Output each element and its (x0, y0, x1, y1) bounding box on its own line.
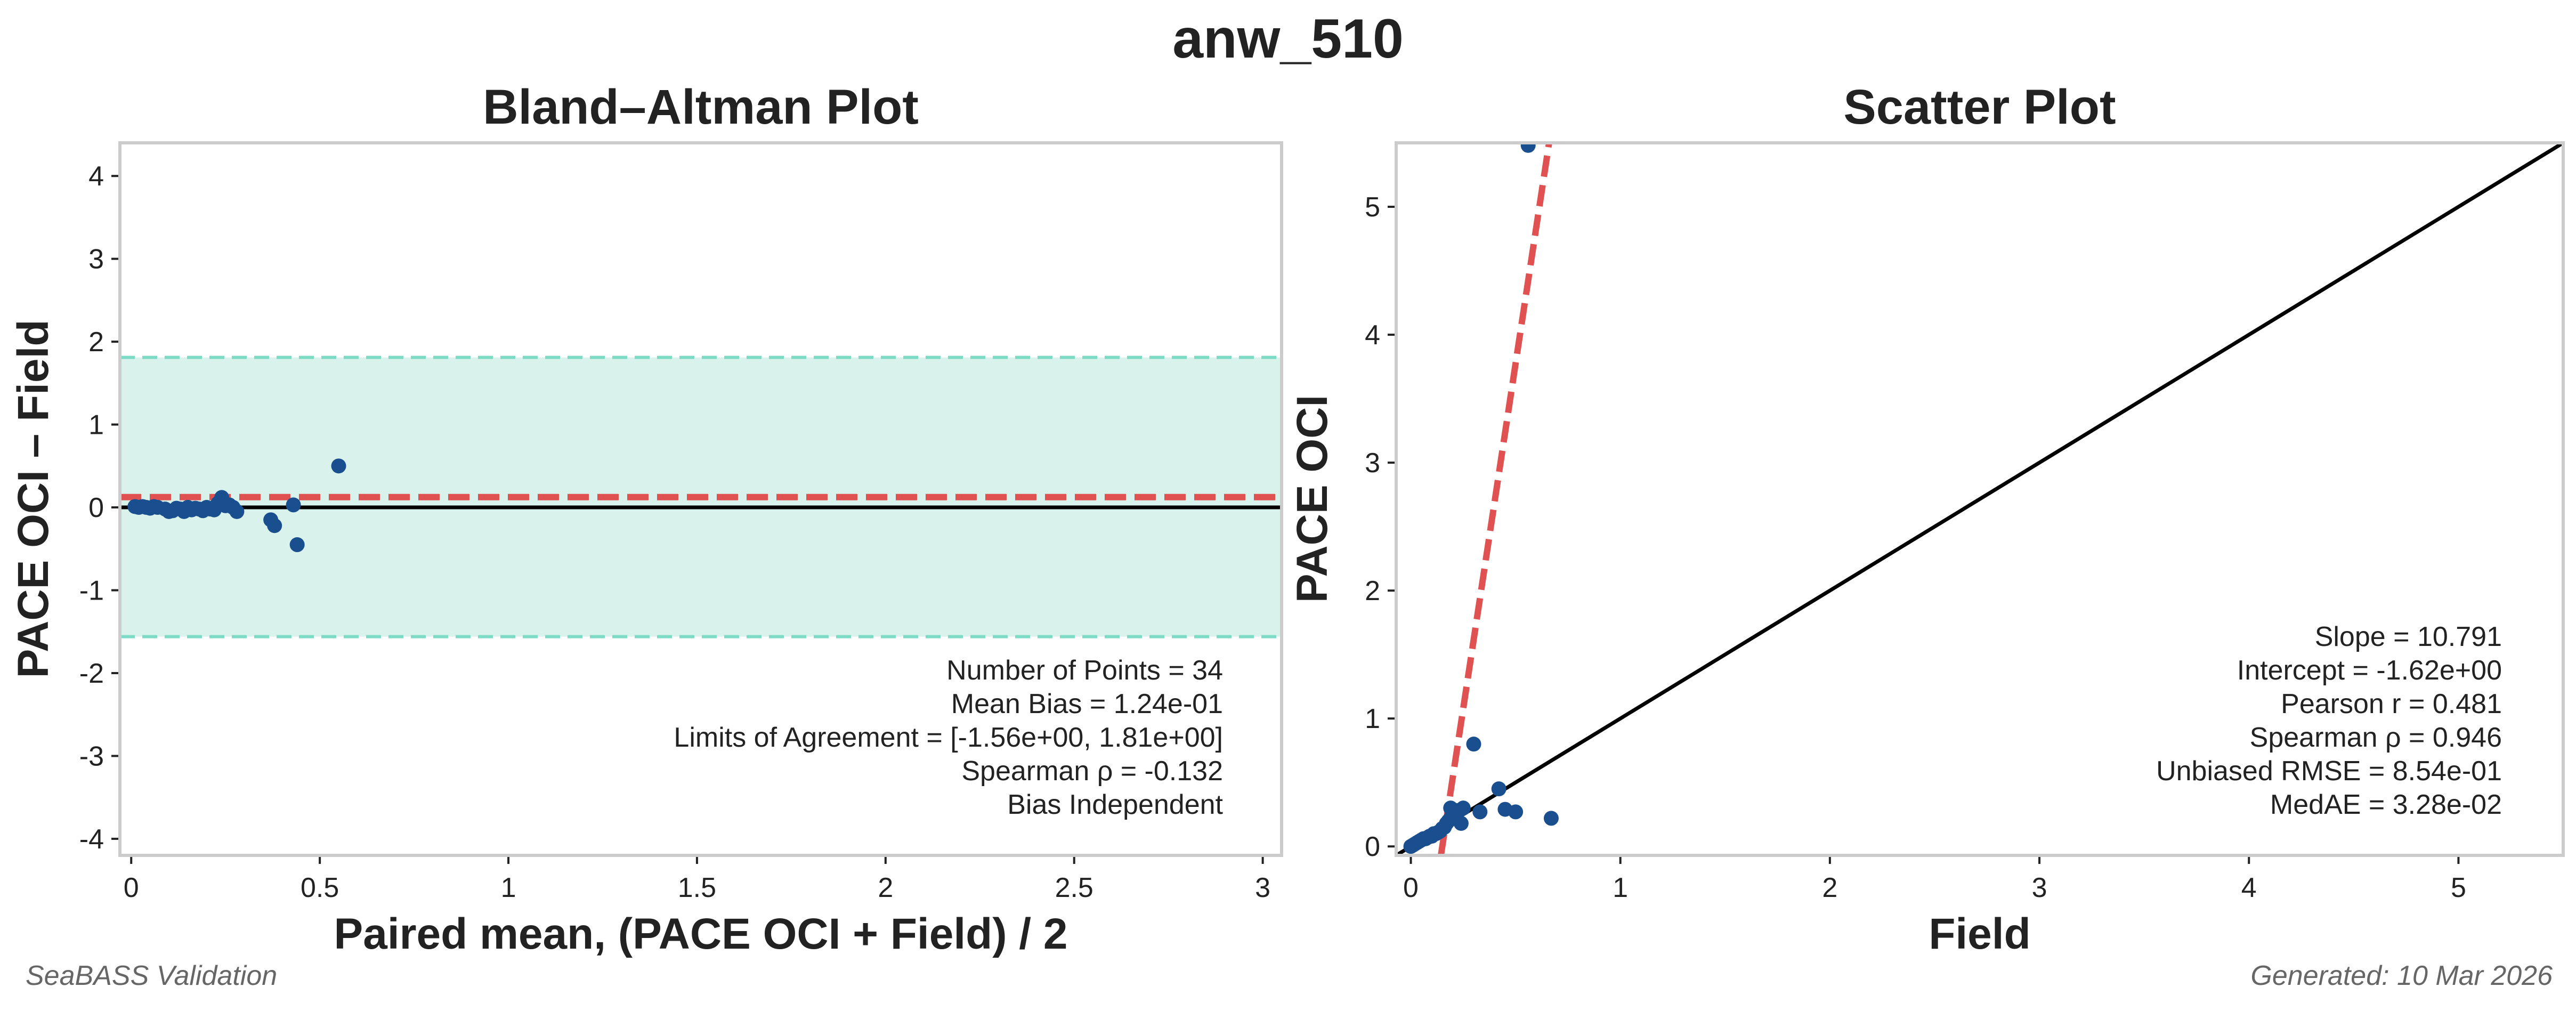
scatter-stat-line: MedAE = 3.28e-02 (2270, 789, 2502, 820)
scatter-point (1508, 804, 1524, 820)
bland-altman-y-tick-label: 2 (88, 327, 104, 358)
scatter-x-tick-label: 5 (2451, 872, 2466, 903)
bland-altman-y-tick-label: 3 (88, 244, 104, 275)
scatter-y-tick-label: 5 (1365, 192, 1380, 223)
scatter-point (1543, 811, 1559, 826)
bland-altman-point (286, 497, 301, 513)
scatter-y-label: PACE OCI (1288, 395, 1336, 603)
scatter-stat-line: Pearson r = 0.481 (2281, 689, 2502, 719)
scatter-point (1455, 800, 1471, 816)
bland-altman-stat-line: Number of Points = 34 (946, 655, 1223, 686)
scatter-x-tick-label: 0 (1403, 872, 1419, 903)
bland-altman-point (146, 499, 161, 514)
scatter-x-tick-label: 2 (1822, 872, 1837, 903)
bland-altman-y-tick-label: -1 (79, 576, 104, 606)
bland-altman-x-tick-label: 2.5 (1055, 872, 1093, 903)
bland-altman-panel: Bland–Altman Plot 0 0.5 1 1.5 2 2.5 3 -4 -3 -2 -1… (9, 80, 1283, 958)
bland-altman-x-tick-label: 3 (1255, 872, 1270, 903)
bland-altman-point (229, 504, 245, 519)
bland-altman-point (267, 518, 282, 533)
bland-altman-axes-frame (118, 141, 1283, 857)
bland-altman-y-tick-label: -2 (79, 658, 104, 689)
bland-altman-stat-line: Bias Independent (1007, 789, 1223, 820)
bland-altman-stat-line: Spearman ρ = -0.132 (961, 756, 1223, 787)
bland-altman-x-tick-label: 0.5 (301, 872, 339, 903)
scatter-y-tick-label: 3 (1365, 448, 1380, 479)
bland-altman-x-tick-label: 2 (878, 872, 893, 903)
scatter-point (1472, 804, 1488, 820)
bland-altman-point (331, 458, 346, 474)
scatter-stat-line: Spearman ρ = 0.946 (2250, 722, 2502, 753)
one-to-one-line (1396, 143, 2563, 855)
bland-altman-x-tick-label: 1 (501, 872, 516, 903)
bland-altman-y-tick-label: -3 (79, 741, 104, 772)
bland-altman-point (289, 537, 305, 553)
figure-title: anw_510 (1172, 8, 1404, 70)
scatter-x-tick-label: 1 (1613, 872, 1628, 903)
bland-altman-x-label: Paired mean, (PACE OCI + Field) / 2 (334, 910, 1068, 958)
scatter-point (1443, 800, 1459, 816)
scatter-stat-line: Unbiased RMSE = 8.54e-01 (2156, 756, 2502, 787)
scatter-y-tick-label: 2 (1365, 576, 1380, 606)
scatter-point (1491, 781, 1506, 797)
scatter-x-label: Field (1929, 910, 2030, 958)
scatter-stat-line: Intercept = -1.62e+00 (2237, 655, 2502, 686)
footer-right: Generated: 10 Mar 2026 (2250, 960, 2553, 991)
scatter-axes-frame (1395, 141, 2565, 857)
footer-left: SeaBASS Validation (26, 960, 277, 991)
scatter-x-tick-label: 4 (2241, 872, 2257, 903)
scatter-y-tick-label: 0 (1365, 831, 1380, 862)
scatter-panel: Scatter Plot 0 1 2 3 4 5 0 1 2 3 4 5 Field PACE OC… (1288, 80, 2565, 958)
bland-altman-stat-line: Mean Bias = 1.24e-01 (951, 689, 1223, 719)
bland-altman-point (169, 500, 184, 516)
scatter-point (1466, 737, 1481, 752)
bland-altman-y-tick-label: 4 (88, 161, 104, 192)
bland-altman-y-tick-label: -4 (79, 824, 104, 855)
scatter-point (1453, 815, 1469, 831)
bland-altman-x-tick-label: 1.5 (678, 872, 716, 903)
bland-altman-x-tick-label: 0 (124, 872, 139, 903)
scatter-point (1520, 143, 1536, 153)
scatter-title: Scatter Plot (1843, 80, 2116, 134)
scatter-x-tick-label: 3 (2032, 872, 2047, 903)
scatter-stat-line: Slope = 10.791 (2315, 621, 2502, 652)
bland-altman-stat-line: Limits of Agreement = [-1.56e+00, 1.81e+… (674, 722, 1223, 753)
bland-altman-y-tick-label: 1 (88, 410, 104, 441)
scatter-y-tick-label: 4 (1365, 320, 1380, 351)
scatter-y-tick-label: 1 (1365, 703, 1380, 734)
bland-altman-point (188, 500, 203, 516)
regression-line (1438, 143, 1552, 855)
bland-altman-title: Bland–Altman Plot (483, 80, 919, 134)
bland-altman-y-tick-label: 0 (88, 492, 104, 523)
bland-altman-y-label: PACE OCI – Field (9, 320, 58, 678)
bland-altman-point (206, 500, 222, 515)
